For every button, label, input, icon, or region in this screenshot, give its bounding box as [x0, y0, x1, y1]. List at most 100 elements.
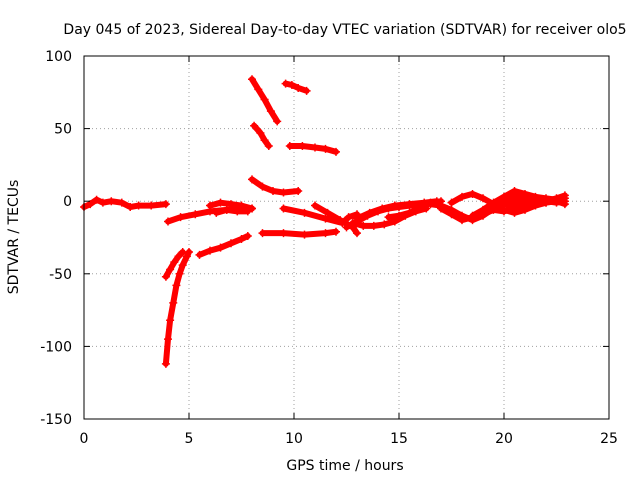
- axis-ticks: [83, 55, 610, 420]
- data-point-marker: [531, 200, 540, 209]
- data-point-marker: [178, 261, 187, 270]
- data-point-marker: [344, 213, 353, 222]
- series-arc-cluster-7: [206, 198, 256, 213]
- series-arc-minus3-dive: [311, 201, 361, 238]
- series-arc-15-dip: [248, 175, 303, 197]
- data-point-marker: [227, 200, 235, 209]
- data-point-marker: [216, 243, 225, 252]
- data-point-marker: [294, 83, 303, 92]
- data-point-marker: [92, 195, 101, 204]
- series-line: [251, 122, 272, 149]
- data-point-marker: [233, 207, 242, 216]
- data-point-marker: [359, 221, 368, 230]
- data-point-marker: [390, 201, 399, 210]
- data-point-marker: [212, 208, 221, 217]
- data-point-marker: [285, 142, 294, 151]
- series-arc-52-descend: [250, 121, 273, 151]
- x-tick-label: 5: [185, 431, 194, 447]
- y-tick-label: 0: [63, 194, 72, 210]
- data-point-marker: [134, 201, 143, 210]
- y-tick-label: -100: [40, 339, 72, 355]
- data-point-marker: [321, 214, 330, 223]
- y-tick-label: -50: [49, 267, 72, 283]
- x-tick-label: 25: [600, 431, 618, 447]
- data-point-marker: [117, 198, 126, 207]
- data-point-marker: [300, 230, 309, 239]
- data-point-marker: [166, 316, 175, 325]
- data-point-marker: [182, 252, 191, 261]
- data-point-marker: [321, 144, 330, 153]
- data-point-marker: [195, 250, 204, 259]
- data-point-marker: [353, 229, 361, 238]
- data-point-marker: [380, 220, 389, 229]
- data-point-marker: [447, 210, 456, 219]
- data-point-marker: [256, 128, 265, 137]
- x-tick-label: 20: [495, 431, 513, 447]
- series-arc-38-flat: [285, 142, 340, 156]
- data-point-marker: [332, 227, 340, 236]
- data-point-marker: [500, 200, 508, 209]
- data-point-marker: [176, 213, 185, 222]
- data-point-marker: [281, 79, 290, 88]
- series-arc-steep-rise: [161, 248, 193, 368]
- data-point-marker: [266, 107, 275, 116]
- data-point-marker: [248, 204, 256, 213]
- data-point-marker: [98, 198, 107, 207]
- data-point-marker: [405, 200, 414, 209]
- data-point-marker: [510, 201, 519, 210]
- data-point-marker: [222, 205, 231, 214]
- data-point-marker: [237, 201, 246, 210]
- data-point-marker: [126, 203, 135, 212]
- y-tick-label: -150: [40, 412, 72, 428]
- data-point-marker: [258, 229, 267, 238]
- data-point-marker: [279, 229, 288, 238]
- y-axis-label: SDTVAR / TECUs: [6, 180, 22, 295]
- data-traces: [80, 75, 569, 368]
- series-arc-baseline-0-3: [80, 195, 170, 212]
- data-point-marker: [489, 201, 498, 210]
- data-point-marker: [468, 189, 477, 198]
- data-point-marker: [191, 210, 200, 219]
- data-point-marker: [250, 121, 259, 130]
- data-point-marker: [521, 203, 529, 212]
- data-point-marker: [353, 214, 361, 223]
- series-arc-minus36-rise: [195, 232, 252, 259]
- data-point-marker: [521, 194, 529, 203]
- x-tick-label: 0: [80, 431, 89, 447]
- data-point-marker: [458, 216, 466, 225]
- series-line: [81, 196, 169, 210]
- data-point-marker: [147, 201, 156, 210]
- chart-title: Day 045 of 2023, Sidereal Day-to-day VTE…: [63, 22, 626, 38]
- data-point-marker: [178, 248, 187, 257]
- data-point-marker: [300, 208, 309, 217]
- data-point-marker: [384, 213, 393, 222]
- data-point-marker: [161, 359, 170, 368]
- series-line: [213, 206, 251, 216]
- data-point-marker: [302, 86, 311, 95]
- data-point-marker: [332, 147, 340, 156]
- data-point-marker: [243, 207, 252, 216]
- data-point-marker: [161, 200, 170, 209]
- data-point-marker: [279, 204, 288, 213]
- data-point-marker: [206, 201, 214, 210]
- data-point-marker: [216, 198, 225, 207]
- data-point-marker: [342, 223, 351, 232]
- data-point-marker: [479, 205, 487, 214]
- data-point-marker: [311, 201, 319, 210]
- series-arc-80-short: [281, 79, 311, 95]
- data-point-marker: [479, 194, 487, 203]
- data-point-marker: [269, 187, 277, 196]
- data-point-marker: [260, 136, 269, 145]
- data-point-marker: [416, 204, 424, 213]
- grid: [84, 56, 609, 419]
- data-point-marker: [552, 194, 561, 203]
- data-point-marker: [294, 187, 303, 196]
- data-point-marker: [321, 229, 330, 238]
- series-arc-84-descend: [248, 75, 282, 126]
- series-arc-minus22-flat: [258, 227, 340, 239]
- data-point-marker: [161, 272, 170, 281]
- data-point-marker: [426, 200, 435, 209]
- data-point-marker: [175, 269, 184, 278]
- data-point-marker: [227, 239, 235, 248]
